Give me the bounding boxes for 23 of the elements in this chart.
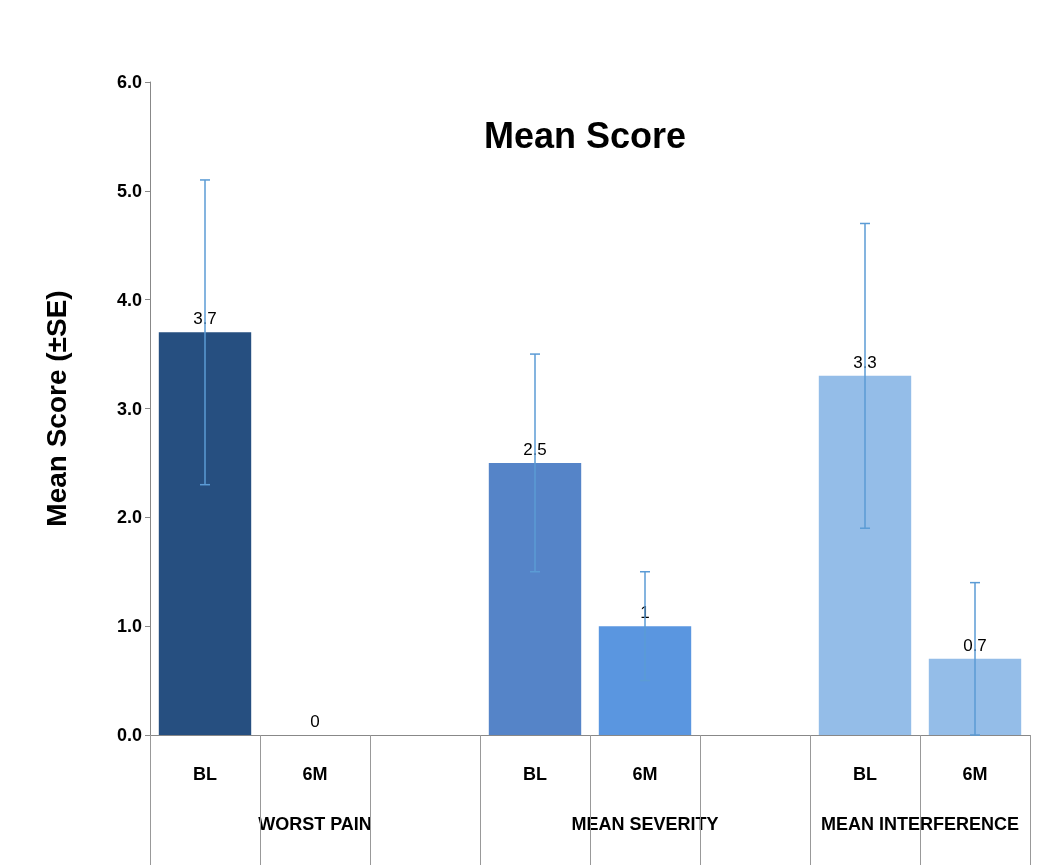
y-tick-label: 1.0 (116, 616, 142, 637)
x-tick-label: BL (193, 764, 217, 784)
text: Mean Score (483, 114, 687, 156)
text: MEAN SEVERITY (571, 814, 719, 834)
text: WORST PAIN (258, 814, 372, 834)
data-label: 3.7 (193, 309, 217, 329)
y-tick-label: 6.0 (116, 72, 142, 92)
text: MEAN INTERFERENCE (820, 814, 1020, 834)
x-tick-label: BL (523, 764, 547, 784)
x-tick-label: 6M (302, 764, 328, 784)
y-tick-label: 4.0 (116, 289, 142, 310)
y-tick-label: 5.0 (116, 180, 142, 201)
data-label: 0 (310, 712, 320, 731)
x-tick-label: 6M (632, 764, 658, 784)
y-tick-label: 3.0 (116, 398, 142, 419)
y-axis-title: Mean Score (±SE) (40, 290, 72, 527)
data-label: 2.5 (523, 439, 547, 459)
y-tick-label: 0.0 (116, 725, 142, 745)
x-tick-label: BL (853, 764, 877, 784)
data-label: 0.7 (963, 635, 987, 655)
x-tick-label: 6M (962, 764, 988, 784)
y-tick-label: 2.0 (116, 507, 142, 528)
data-label: 3.3 (853, 352, 877, 372)
